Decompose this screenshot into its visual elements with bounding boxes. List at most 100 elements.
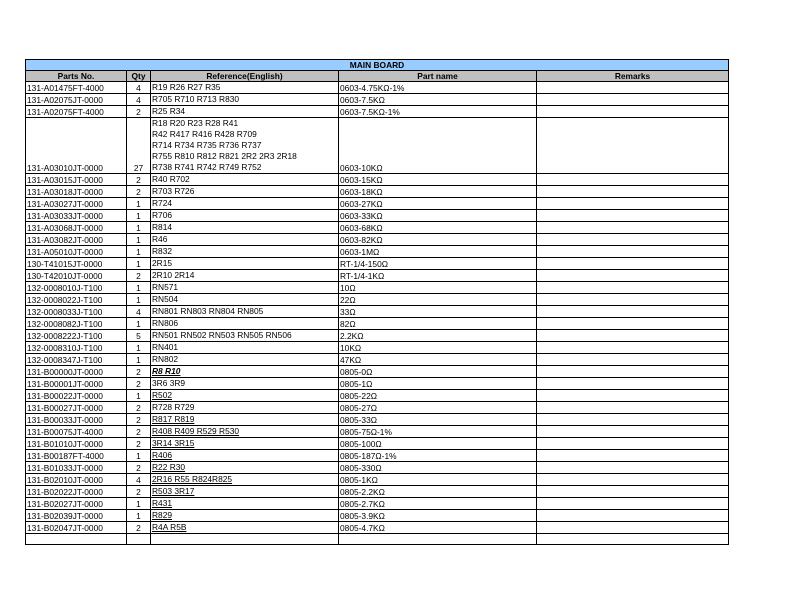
remarks-cell [535,233,730,247]
part-name-cell: 10Ω [338,281,537,295]
reference-line: R46 [152,234,168,245]
qty-cell: 1 [126,497,151,511]
reference-cell: R832 [150,245,339,259]
table-row: 131-A05010JT-0000 1 R832 0603-1MΩ [25,245,730,259]
reference-cell: R705 R710 R713 R830 [150,93,339,107]
reference-line: R817 R819 [152,414,195,425]
reference-cell: R817 R819 [150,413,339,427]
reference-cell: R18 R20 R23 R28 R41 R42 R417 R416 R428 R7… [150,117,339,175]
table-row: 132-0008347J-T100 1 RN802 47KΩ [25,353,730,367]
qty-cell: 2 [126,401,151,415]
reference-line: 2R10 2R14 [152,270,195,281]
qty-cell: 2 [126,105,151,119]
qty-cell: 1 [126,353,151,367]
reference-cell: R4A R5B [150,521,339,535]
header-remarks: Remarks [535,70,730,83]
remarks-cell [535,425,730,439]
board-title: MAIN BOARD [24,58,730,72]
part-name-cell: 0805-3.9KΩ [338,509,537,523]
reference-cell: R706 [150,209,339,223]
part-name-cell: 0805-75Ω-1% [338,425,537,439]
table-row: 131-B00000JT-0000 2 R8 R10 0805-0Ω [25,365,730,379]
part-name-cell: 82Ω [338,317,537,331]
remarks-cell [535,293,730,307]
part-name-cell: 0603-18KΩ [338,185,537,199]
reference-cell: R40 R702 [150,173,339,187]
part-name-cell [338,533,537,546]
reference-line: RN501 RN502 RN503 RN505 RN506 [152,330,292,341]
table-header-row: Parts No. Qty Reference(English) Part na… [25,70,730,83]
reference-line: R728 R729 [152,402,195,413]
reference-cell: R814 [150,221,339,235]
reference-cell: R22 R30 [150,461,339,475]
reference-cell: R724 [150,197,339,211]
reference-cell: 2R10 2R14 [150,269,339,283]
reference-line: 2R16 R55 R824R825 [152,474,233,485]
qty-cell: 1 [126,257,151,271]
reference-line: R755 R810 R812 R821 2R2 2R3 2R18 [152,151,297,162]
reference-line: R42 R417 R416 R428 R709 [152,129,257,140]
reference-cell: RN806 [150,317,339,331]
reference-cell: R829 [150,509,339,523]
part-name-cell: RT-1/4-1KΩ [338,269,537,283]
qty-cell: 27 [126,117,151,175]
remarks-cell [535,117,730,175]
remarks-cell [535,413,730,427]
parts-no-cell: 131-B01033JT-0000 [25,461,127,475]
remarks-cell [535,401,730,415]
table-row: 131-B00001JT-0000 2 3R6 3R9 0805-1Ω [25,377,730,391]
qty-cell: 4 [126,473,151,487]
parts-no-cell: 132-0008222J-T100 [25,329,127,343]
part-name-cell: 0603-27KΩ [338,197,537,211]
qty-cell: 1 [126,341,151,355]
qty-cell: 2 [126,173,151,187]
part-name-cell: 0805-22Ω [338,389,537,403]
remarks-cell [535,377,730,391]
qty-cell: 1 [126,221,151,235]
remarks-cell [535,533,730,546]
reference-line: R406 [152,450,173,461]
remarks-cell [535,473,730,487]
qty-cell: 2 [126,185,151,199]
parts-no-cell: 131-B02039JT-0000 [25,509,127,523]
part-name-cell: 0805-2.2KΩ [338,485,537,499]
remarks-cell [535,105,730,119]
qty-cell: 1 [126,197,151,211]
remarks-cell [535,437,730,451]
qty-cell: 1 [126,281,151,295]
table-row: 130-T42010JT-0000 2 2R10 2R14 RT-1/4-1KΩ [25,269,730,283]
part-name-cell: 0603-82KΩ [338,233,537,247]
remarks-cell [535,461,730,475]
qty-cell: 1 [126,389,151,403]
part-name-cell: 0603-1MΩ [338,245,537,259]
qty-cell: 2 [126,461,151,475]
qty-cell: 2 [126,521,151,535]
table-row: 131-B01033JT-0000 2 R22 R30 0805-330Ω [25,461,730,475]
parts-no-cell: 131-B00022JT-0000 [25,389,127,403]
reference-line: R22 R30 [152,462,186,473]
table-row: 131-A03010JT-0000 27 R18 R20 R23 R28 R41 R4… [25,117,730,175]
qty-cell: 2 [126,413,151,427]
qty-cell: 2 [126,269,151,283]
remarks-cell [535,305,730,319]
parts-no-cell [25,533,127,546]
table-row: 131-A03033JT-0000 1 R706 0603-33KΩ [25,209,730,223]
table-row: 131-A03068JT-0000 1 R814 0603-68KΩ [25,221,730,235]
qty-cell: 2 [126,485,151,499]
parts-no-cell: 131-A01475FT-4000 [25,81,127,95]
reference-cell: RN802 [150,353,339,367]
qty-cell: 2 [126,425,151,439]
table-row: 130-T41015JT-0000 1 2R15 RT-1/4-150Ω [25,257,730,271]
remarks-cell [535,485,730,499]
parts-no-cell: 131-B00075JT-4000 [25,425,127,439]
reference-cell: 3R14 3R15 [150,437,339,451]
reference-cell: RN801 RN803 RN804 RN805 [150,305,339,319]
qty-cell: 2 [126,377,151,391]
qty-cell: 1 [126,293,151,307]
reference-cell: R502 [150,389,339,403]
reference-line: R724 [152,198,173,209]
reference-cell: R408 R409 R529 R530 [150,425,339,439]
table-row: 131-A03027JT-0000 1 R724 0603-27KΩ [25,197,730,211]
part-name-cell: 0805-187Ω-1% [338,449,537,463]
part-name-cell: 0603-10KΩ [338,117,537,175]
